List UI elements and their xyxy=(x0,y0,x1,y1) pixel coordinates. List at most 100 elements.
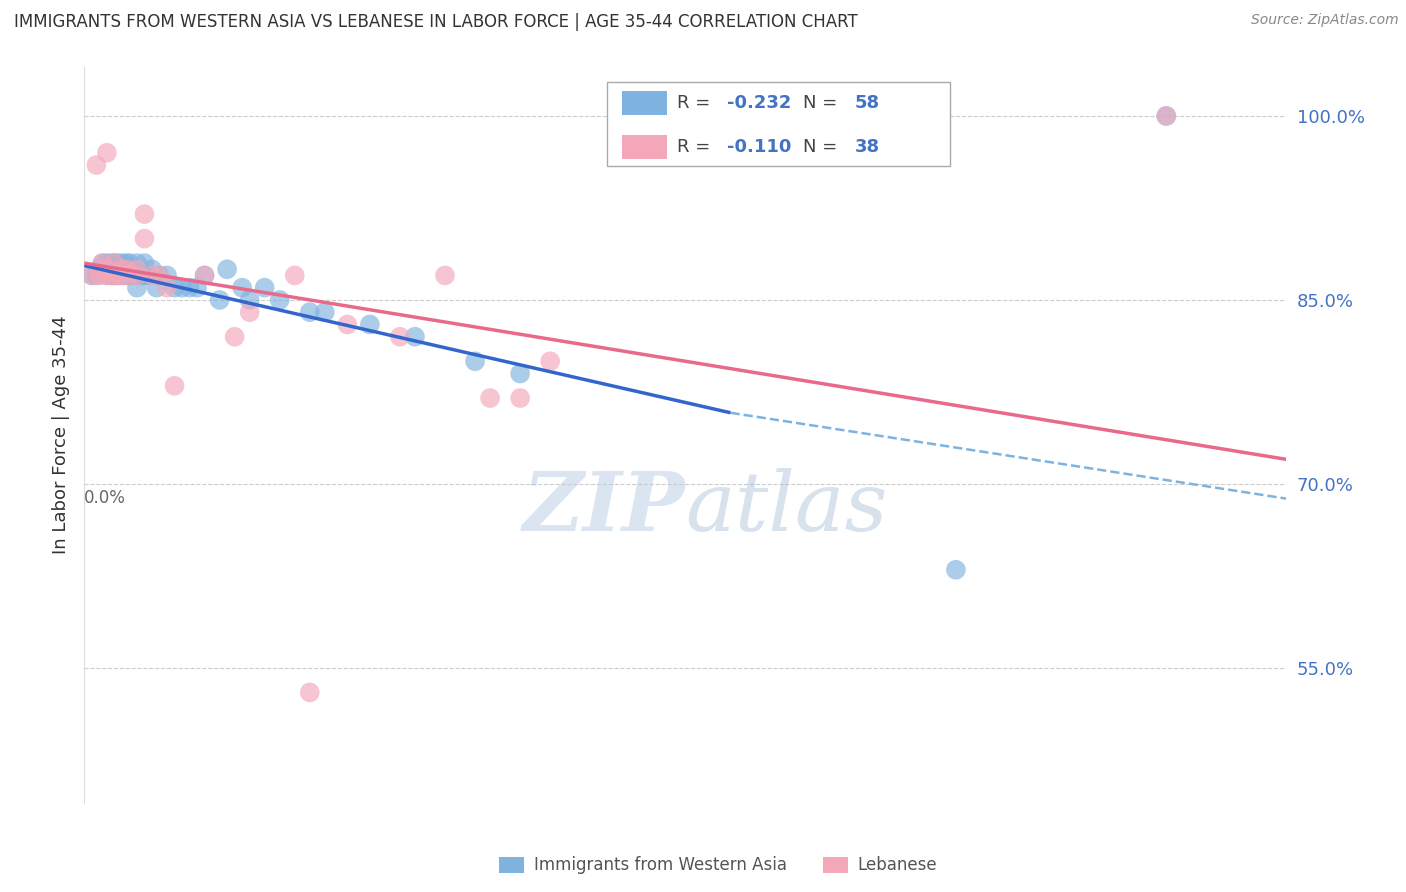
Point xyxy=(115,256,138,270)
Point xyxy=(111,262,134,277)
Text: atlas: atlas xyxy=(686,468,887,549)
Text: N =: N = xyxy=(803,95,844,112)
Point xyxy=(96,256,118,270)
Point xyxy=(86,268,108,283)
Point xyxy=(103,268,125,283)
Point xyxy=(96,268,118,283)
Text: Source: ZipAtlas.com: Source: ZipAtlas.com xyxy=(1251,13,1399,28)
Point xyxy=(134,268,156,283)
Point xyxy=(404,330,426,344)
Point xyxy=(284,268,307,283)
Point xyxy=(103,256,125,270)
Point xyxy=(945,563,967,577)
Point xyxy=(314,305,336,319)
Point xyxy=(1156,109,1178,123)
Point xyxy=(118,256,141,270)
Point xyxy=(121,268,143,283)
Point xyxy=(100,256,122,270)
Point xyxy=(111,268,134,283)
Point xyxy=(194,268,217,283)
Point xyxy=(118,268,141,283)
Point xyxy=(115,262,138,277)
Point xyxy=(91,262,114,277)
Text: N =: N = xyxy=(803,137,844,156)
Text: 0.0%: 0.0% xyxy=(84,489,127,507)
Point xyxy=(121,262,143,277)
Text: -0.232: -0.232 xyxy=(727,95,792,112)
Point xyxy=(96,262,118,277)
Point xyxy=(96,268,118,283)
Text: Lebanese: Lebanese xyxy=(858,856,938,874)
Point xyxy=(208,293,231,307)
Point xyxy=(148,268,170,283)
Point xyxy=(131,268,153,283)
Point xyxy=(100,262,122,277)
Text: -0.110: -0.110 xyxy=(727,137,792,156)
Point xyxy=(96,262,118,277)
Point xyxy=(125,281,148,295)
Point xyxy=(80,268,103,283)
FancyBboxPatch shape xyxy=(607,82,950,166)
Point xyxy=(434,268,457,283)
Point xyxy=(107,268,129,283)
Point xyxy=(1156,109,1178,123)
Y-axis label: In Labor Force | Age 35-44: In Labor Force | Age 35-44 xyxy=(52,316,70,554)
Point xyxy=(111,268,134,283)
Point xyxy=(91,256,114,270)
Point xyxy=(509,391,531,405)
Point xyxy=(239,293,262,307)
Point xyxy=(239,305,262,319)
Point xyxy=(170,281,193,295)
Point xyxy=(336,318,359,332)
Point xyxy=(91,256,114,270)
Point xyxy=(231,281,253,295)
Point xyxy=(118,262,141,277)
Point xyxy=(134,256,156,270)
Point xyxy=(156,268,179,283)
Point xyxy=(118,268,141,283)
Point xyxy=(538,354,561,368)
Point xyxy=(125,256,148,270)
Point xyxy=(103,259,125,273)
Point xyxy=(80,268,103,283)
Point xyxy=(156,281,179,295)
Point xyxy=(134,207,156,221)
FancyBboxPatch shape xyxy=(621,135,668,159)
Point xyxy=(125,268,148,283)
Point xyxy=(163,281,186,295)
Point xyxy=(194,268,217,283)
Point xyxy=(89,262,111,277)
Point xyxy=(100,268,122,283)
Text: R =: R = xyxy=(678,137,716,156)
Point xyxy=(103,262,125,277)
Point xyxy=(253,281,276,295)
Point xyxy=(125,268,148,283)
Text: 58: 58 xyxy=(855,95,880,112)
Point xyxy=(464,354,486,368)
Point xyxy=(141,262,163,277)
Text: ZIP: ZIP xyxy=(523,468,686,549)
Point xyxy=(148,268,170,283)
Point xyxy=(111,262,134,277)
Point xyxy=(269,293,291,307)
Point xyxy=(100,268,122,283)
Point xyxy=(96,145,118,160)
Point xyxy=(479,391,502,405)
Point xyxy=(179,281,201,295)
Point xyxy=(89,262,111,277)
Point xyxy=(89,268,111,283)
Point xyxy=(298,685,321,699)
Point xyxy=(217,262,239,277)
Point xyxy=(359,318,381,332)
Point xyxy=(141,268,163,283)
Point xyxy=(89,262,111,277)
Point xyxy=(115,268,138,283)
Point xyxy=(224,330,246,344)
Point xyxy=(134,232,156,246)
Point xyxy=(86,158,108,172)
Point xyxy=(107,268,129,283)
FancyBboxPatch shape xyxy=(621,91,668,115)
Text: 38: 38 xyxy=(855,137,880,156)
Point xyxy=(125,262,148,277)
Point xyxy=(136,268,159,283)
